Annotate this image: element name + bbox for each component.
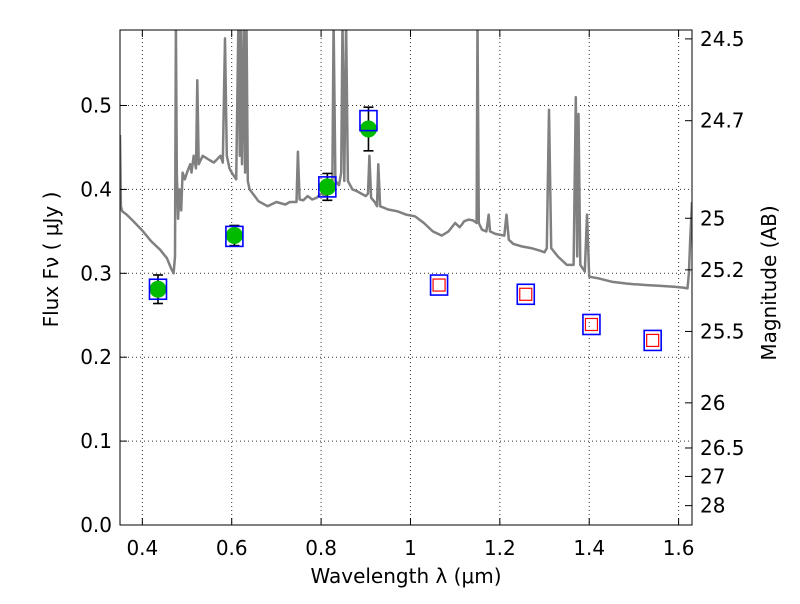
spectrum-layer <box>120 30 692 290</box>
x-tick-label: 0.8 <box>305 536 337 560</box>
x-tick-label: 0.4 <box>126 536 158 560</box>
observed-photometry-point <box>225 227 243 245</box>
spectrum-line <box>120 30 692 290</box>
observed-photometry-point <box>149 280 167 298</box>
x-tick-label: 1.6 <box>663 536 695 560</box>
model-photometry-marker <box>516 283 536 306</box>
predicted-photometry-marker <box>519 287 533 301</box>
right-tick-label: 26.5 <box>700 436 745 460</box>
model-photometry-marker <box>225 225 244 248</box>
ticks-layer: 0.4 0.6 0.8 1 1.2 1.4 1.6 0.0 0.1 0.2 0.3 0.4 0.5 24.… <box>80 27 744 560</box>
y-tick-label: 0.2 <box>80 345 112 369</box>
predicted-photometry-marker <box>432 278 446 292</box>
x-tick-label: 0.6 <box>216 536 248 560</box>
model-photometry-marker <box>643 329 662 352</box>
model-photometry-marker <box>429 274 449 296</box>
y-tick-label: 0.4 <box>80 177 112 201</box>
y-axis-title: Flux Fν ( μJy ) <box>39 192 63 328</box>
observed-photometry-point <box>359 120 377 138</box>
plot-frame <box>119 29 693 526</box>
right-axis-title: Magnitude (AB) <box>757 205 781 360</box>
right-tick-label: 24.7 <box>700 109 745 133</box>
right-tick-label: 25 <box>700 206 725 230</box>
right-tick-label: 25.5 <box>700 319 745 343</box>
model-photometry-marker <box>359 109 378 132</box>
y-tick-label: 0.1 <box>80 429 112 453</box>
y-tick-label: 0.3 <box>80 261 112 285</box>
right-tick-label: 24.5 <box>700 27 745 51</box>
model-photometry-marker <box>318 176 337 198</box>
points-layer <box>148 106 662 352</box>
right-tick-label: 27 <box>700 464 725 488</box>
x-tick-label: 1.2 <box>484 536 516 560</box>
observed-photometry-point <box>318 178 336 196</box>
x-axis-title: Wavelength λ (μm) <box>310 564 501 588</box>
predicted-photometry-marker <box>584 317 599 332</box>
right-tick-label: 28 <box>700 494 725 518</box>
grid <box>120 30 692 526</box>
right-tick-label: 25.2 <box>700 258 745 282</box>
model-photometry-marker <box>582 313 601 336</box>
x-tick-label: 1 <box>404 536 417 560</box>
y-tick-label: 0.0 <box>80 513 112 537</box>
right-tick-label: 26 <box>700 391 725 415</box>
model-photometry-marker <box>148 278 168 301</box>
y-tick-label: 0.5 <box>80 94 112 118</box>
predicted-photometry-marker <box>646 333 660 348</box>
x-tick-label: 1.4 <box>573 536 605 560</box>
